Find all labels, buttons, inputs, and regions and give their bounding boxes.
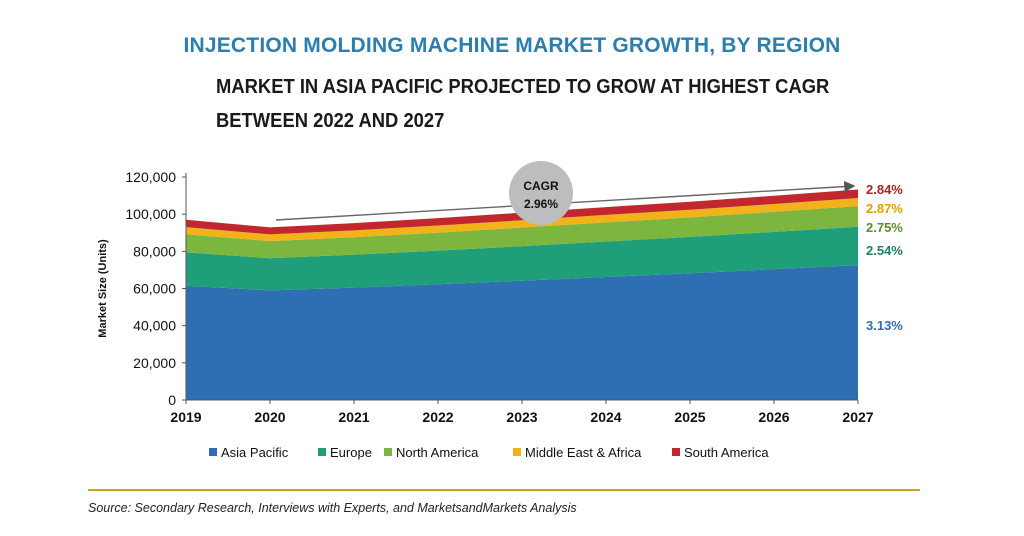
- y-tick-label: 80,000: [133, 243, 176, 259]
- series-cagr-label: 3.13%: [866, 318, 903, 333]
- legend-label: Europe: [330, 445, 372, 460]
- y-tick-label: 20,000: [133, 355, 176, 371]
- area-series-3: [186, 206, 858, 259]
- area-series-5: [186, 189, 858, 235]
- chart-subtitle: MARKET IN ASIA PACIFIC PROJECTED TO GROW…: [216, 76, 830, 132]
- series-cagr-label: 2.75%: [866, 220, 903, 235]
- area-series-1: [186, 265, 858, 400]
- legend-label: Middle East & Africa: [525, 445, 642, 460]
- series-cagr-label: 2.84%: [866, 182, 903, 197]
- x-tick-label: 2027: [842, 409, 873, 425]
- source-note: Source: Secondary Research, Interviews w…: [88, 501, 577, 515]
- y-axis-title: Market Size (Units): [97, 239, 109, 338]
- x-tick-label: 2021: [338, 409, 369, 425]
- chart-title: INJECTION MOLDING MACHINE MARKET GROWTH,…: [183, 34, 841, 57]
- divider-rule: [88, 489, 920, 491]
- legend-swatch: [318, 448, 326, 456]
- area-series-2: [186, 226, 858, 291]
- cagr-bubble: [509, 161, 573, 225]
- x-tick-label: 2023: [506, 409, 537, 425]
- cagr-bubble-value: 2.96%: [524, 197, 558, 211]
- x-tick-label: 2026: [758, 409, 789, 425]
- legend-label: North America: [396, 445, 479, 460]
- series-cagr-label: 2.54%: [866, 243, 903, 258]
- x-tick-label: 2024: [590, 409, 621, 425]
- x-tick-label: 2019: [170, 409, 201, 425]
- y-tick-label: 40,000: [133, 318, 176, 334]
- y-tick-label: 100,000: [125, 206, 176, 222]
- legend-label: Asia Pacific: [221, 445, 289, 460]
- x-tick-label: 2025: [674, 409, 705, 425]
- x-tick-label: 2020: [254, 409, 285, 425]
- y-tick-label: 60,000: [133, 281, 176, 297]
- legend-swatch: [672, 448, 680, 456]
- series-cagr-label: 2.87%: [866, 201, 903, 216]
- legend-swatch: [384, 448, 392, 456]
- legend-label: South America: [684, 445, 769, 460]
- x-tick-label: 2022: [422, 409, 453, 425]
- legend-swatch: [209, 448, 217, 456]
- y-tick-label: 0: [168, 392, 176, 408]
- legend-swatch: [513, 448, 521, 456]
- cagr-bubble-label: CAGR: [523, 179, 559, 193]
- y-tick-label: 120,000: [125, 169, 176, 185]
- stacked-area-chart: 0 20,000 40,000 60,000 80,000 100,000 120,000 2…: [97, 161, 903, 460]
